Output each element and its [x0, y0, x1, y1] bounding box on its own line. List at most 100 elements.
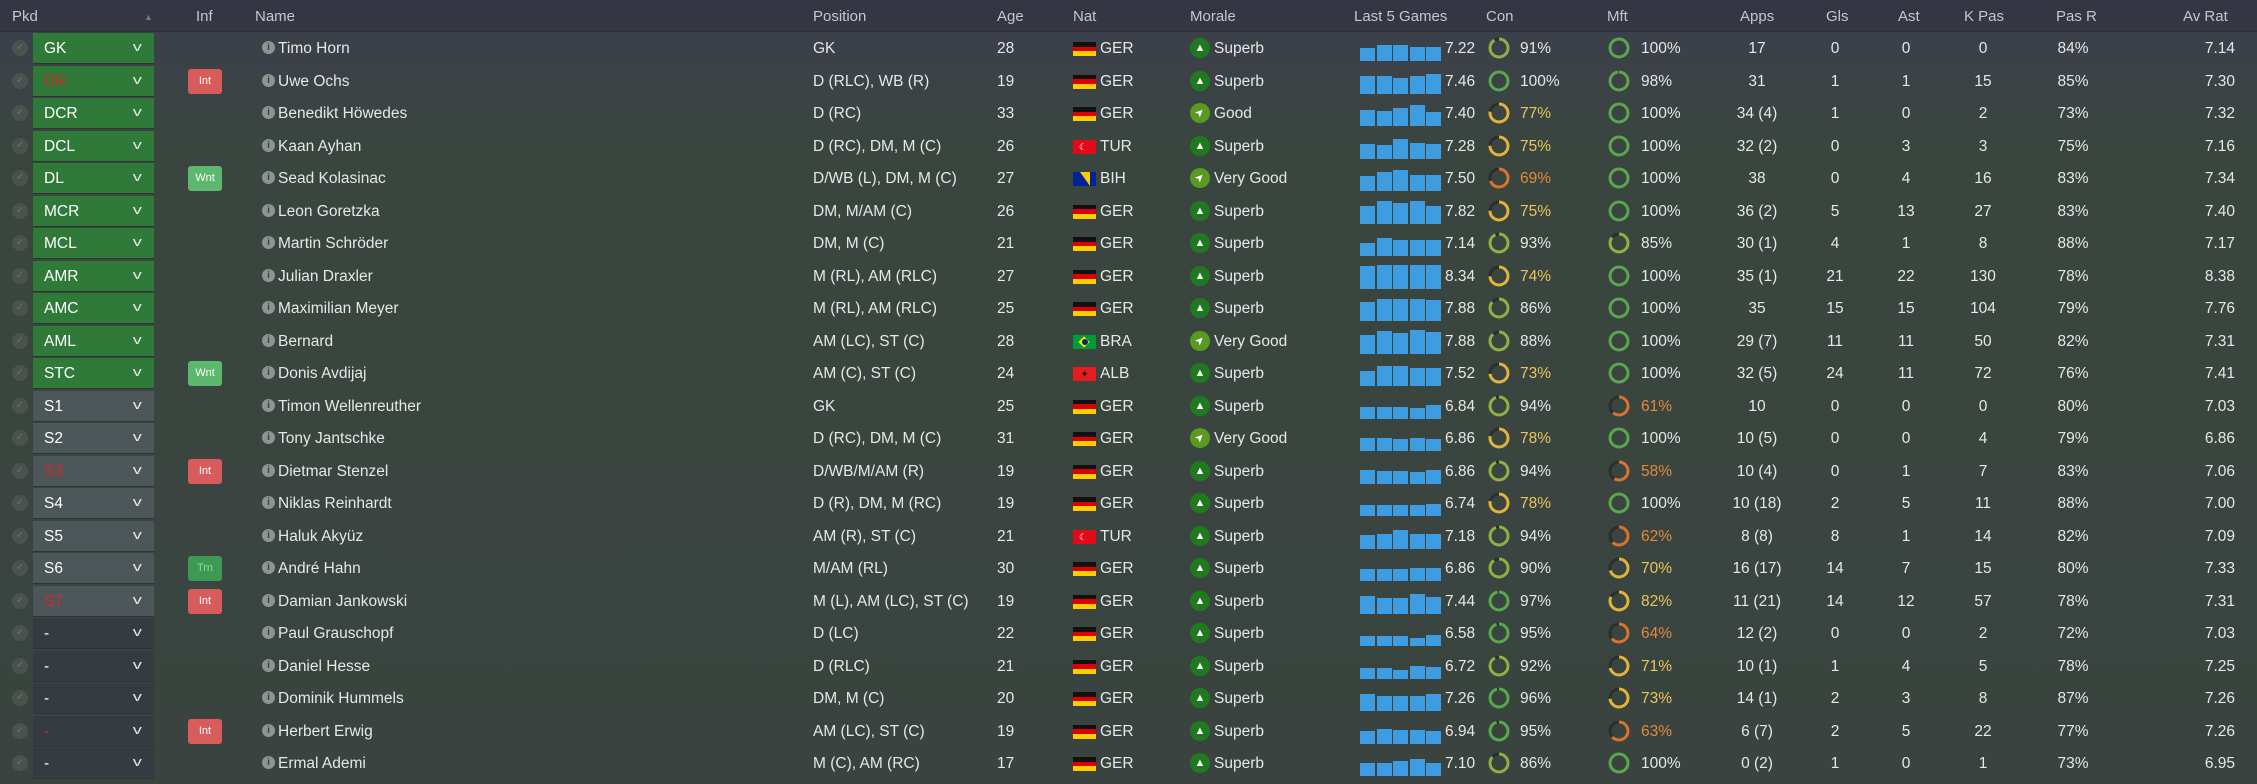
- table-row[interactable]: ✓ GK v i Timo Horn GK 28 GER ▲ Superb 7.2…: [0, 32, 2257, 65]
- table-row[interactable]: ✓ STC v Wnt i Donis Avdijaj AM (C), ST (C…: [0, 357, 2257, 390]
- player-name[interactable]: Maximilian Meyer: [278, 300, 399, 317]
- info-icon[interactable]: i: [262, 626, 275, 639]
- info-icon[interactable]: i: [262, 236, 275, 249]
- pkd-dropdown[interactable]: S2 v: [33, 423, 154, 454]
- pkd-dropdown[interactable]: S6 v: [33, 553, 154, 584]
- info-icon[interactable]: i: [262, 106, 275, 119]
- info-icon[interactable]: i: [262, 171, 275, 184]
- check-icon[interactable]: ✓: [12, 430, 28, 446]
- col-last5[interactable]: Last 5 Games: [1354, 8, 1448, 25]
- pkd-dropdown[interactable]: AMR v: [33, 260, 154, 292]
- col-pasr[interactable]: Pas R: [2056, 8, 2097, 25]
- check-icon[interactable]: ✓: [12, 560, 28, 576]
- inf-badge[interactable]: Wnt: [188, 166, 222, 191]
- player-name[interactable]: Damian Jankowski: [278, 592, 408, 610]
- col-pkd[interactable]: Pkd: [12, 8, 38, 25]
- col-name[interactable]: Name: [255, 8, 296, 25]
- pkd-dropdown[interactable]: -v: [33, 748, 154, 779]
- pkd-dropdown[interactable]: AMC v: [33, 293, 154, 324]
- inf-badge[interactable]: Int: [188, 68, 222, 94]
- check-icon[interactable]: ✓: [12, 527, 28, 544]
- col-inf[interactable]: Inf: [196, 8, 213, 25]
- player-name[interactable]: Dietmar Stenzel: [278, 462, 389, 480]
- info-icon[interactable]: i: [262, 593, 275, 607]
- table-row[interactable]: ✓ DCL v i Kaan Ayhan D (RC), DM, M (C) 26…: [0, 130, 2257, 163]
- check-icon[interactable]: ✓: [12, 105, 28, 121]
- pkd-dropdown[interactable]: -v: [33, 715, 154, 747]
- player-name[interactable]: Leon Goretzka: [278, 202, 380, 220]
- check-icon[interactable]: ✓: [12, 592, 28, 609]
- pkd-dropdown[interactable]: MCR v: [33, 195, 154, 227]
- table-row[interactable]: ✓ DR v Int i Uwe Ochs D (RLC), WB (R) 19 …: [0, 65, 2257, 98]
- player-name[interactable]: Sead Kolasinac: [278, 170, 386, 187]
- table-row[interactable]: ✓ S3 v Int i Dietmar Stenzel D/WB/M/AM (R…: [0, 455, 2257, 488]
- col-con[interactable]: Con: [1486, 8, 1514, 25]
- col-morale[interactable]: Morale: [1190, 8, 1236, 25]
- check-icon[interactable]: ✓: [12, 40, 28, 56]
- sort-asc-icon[interactable]: ▲: [144, 12, 153, 22]
- pkd-dropdown[interactable]: S5 v: [33, 520, 154, 552]
- table-row[interactable]: ✓ AML v i Bernard AM (LC), ST (C) 28 BRA …: [0, 325, 2257, 358]
- pkd-dropdown[interactable]: AML v: [33, 325, 154, 357]
- check-icon[interactable]: ✓: [12, 495, 28, 511]
- col-mft[interactable]: Mft: [1607, 8, 1628, 25]
- info-icon[interactable]: i: [262, 268, 275, 282]
- table-row[interactable]: ✓ AMC v i Maximilian Meyer M (RL), AM (RL…: [0, 292, 2257, 325]
- table-row[interactable]: ✓ DCR v i Benedikt Höwedes D (RC) 33 GER …: [0, 97, 2257, 130]
- player-name[interactable]: Donis Avdijaj: [278, 365, 367, 382]
- inf-badge[interactable]: Int: [188, 718, 222, 744]
- table-row[interactable]: ✓ -v Int i Herbert Erwig AM (LC), ST (C)…: [0, 715, 2257, 748]
- inf-badge[interactable]: Trn: [188, 556, 222, 581]
- check-icon[interactable]: ✓: [12, 365, 28, 381]
- table-row[interactable]: ✓ S4 v i Niklas Reinhardt D (R), DM, M (R…: [0, 487, 2257, 520]
- info-icon[interactable]: i: [262, 431, 275, 444]
- check-icon[interactable]: ✓: [12, 397, 28, 414]
- check-icon[interactable]: ✓: [12, 332, 28, 349]
- player-name[interactable]: Bernard: [278, 332, 334, 350]
- table-row[interactable]: ✓ -v i Daniel Hesse D (RLC) 21 GER ▲ Sup…: [0, 650, 2257, 683]
- player-name[interactable]: Martin Schröder: [278, 235, 389, 252]
- check-icon[interactable]: ✓: [12, 625, 28, 641]
- pkd-dropdown[interactable]: S1 v: [33, 390, 154, 422]
- check-icon[interactable]: ✓: [12, 755, 28, 771]
- table-row[interactable]: ✓ -v i Paul Grauschopf D (LC) 22 GER ▲ S…: [0, 617, 2257, 650]
- col-position[interactable]: Position: [813, 8, 867, 25]
- table-row[interactable]: ✓ S1 v i Timon Wellenreuther GK 25 GER ▲ …: [0, 390, 2257, 423]
- pkd-dropdown[interactable]: S7 v: [33, 585, 154, 617]
- pkd-dropdown[interactable]: S4 v: [33, 488, 154, 519]
- pkd-dropdown[interactable]: -v: [33, 618, 154, 649]
- player-name[interactable]: Timo Horn: [278, 40, 350, 57]
- player-name[interactable]: Dominik Hummels: [278, 690, 404, 707]
- player-name[interactable]: Herbert Erwig: [278, 722, 373, 740]
- inf-badge[interactable]: Wnt: [188, 361, 222, 386]
- player-name[interactable]: Julian Draxler: [278, 267, 373, 285]
- info-icon[interactable]: i: [262, 496, 275, 509]
- pkd-dropdown[interactable]: GK v: [33, 33, 154, 64]
- table-row[interactable]: ✓ -v i Ermal Ademi M (C), AM (RC) 17 GER…: [0, 747, 2257, 780]
- col-age[interactable]: Age: [997, 8, 1024, 25]
- col-ast[interactable]: Ast: [1898, 8, 1920, 25]
- check-icon[interactable]: ✓: [12, 657, 28, 674]
- pkd-dropdown[interactable]: DCR v: [33, 98, 154, 129]
- pkd-dropdown[interactable]: -v: [33, 650, 154, 682]
- info-icon[interactable]: i: [262, 561, 275, 574]
- table-row[interactable]: ✓ S2 v i Tony Jantschke D (RC), DM, M (C)…: [0, 422, 2257, 455]
- info-icon[interactable]: i: [262, 366, 275, 379]
- col-gls[interactable]: Gls: [1826, 8, 1849, 25]
- col-avrat[interactable]: Av Rat: [2183, 8, 2228, 25]
- check-icon[interactable]: ✓: [12, 722, 28, 739]
- check-icon[interactable]: ✓: [12, 690, 28, 706]
- info-icon[interactable]: i: [262, 528, 275, 542]
- check-icon[interactable]: ✓: [12, 267, 28, 284]
- player-name[interactable]: André Hahn: [278, 560, 361, 577]
- info-icon[interactable]: i: [262, 138, 275, 152]
- inf-badge[interactable]: Int: [188, 458, 222, 484]
- info-icon[interactable]: i: [262, 463, 275, 477]
- info-icon[interactable]: i: [262, 756, 275, 769]
- col-kpas[interactable]: K Pas: [1964, 8, 2005, 25]
- table-row[interactable]: ✓ MCL v i Martin Schröder DM, M (C) 21 GE…: [0, 227, 2257, 260]
- check-icon[interactable]: ✓: [12, 137, 28, 154]
- info-icon[interactable]: i: [262, 723, 275, 737]
- pkd-dropdown[interactable]: MCL v: [33, 228, 154, 259]
- table-row[interactable]: ✓ DL v Wnt i Sead Kolasinac D/WB (L), DM,…: [0, 162, 2257, 195]
